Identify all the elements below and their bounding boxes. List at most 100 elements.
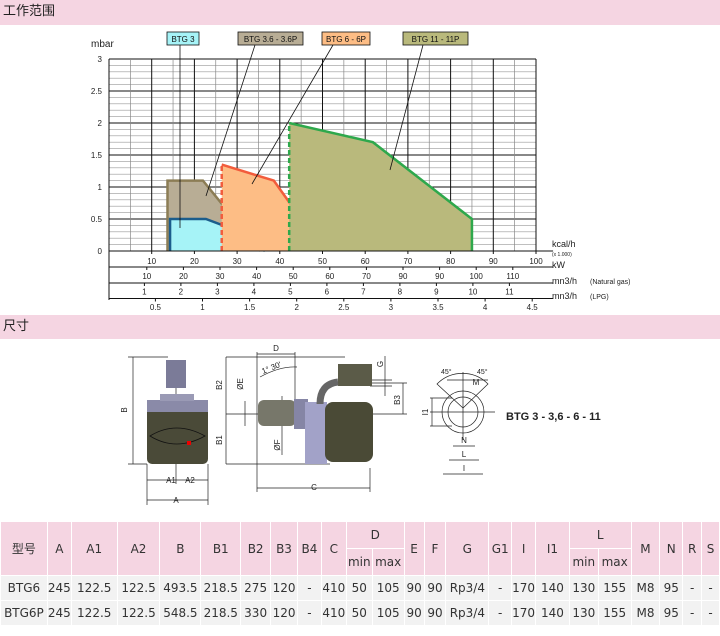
table-cell: 120 [271,576,297,600]
dim-f: ØF [273,439,282,450]
table-cell: 245 [47,576,71,600]
column-header: N [660,522,683,575]
column-header: B3 [271,522,297,575]
column-header: G1 [489,522,512,575]
axis-unit-label: mn3/h [552,276,577,286]
table-cell: 130 [569,601,598,625]
table-cell: 122.5 [117,601,160,625]
dim-l: L [462,450,467,459]
column-header: B2 [241,522,271,575]
table-cell: Rp3/4 [446,576,489,600]
table-cell: M8 [631,601,660,625]
x-tick-label: 3 [389,303,394,312]
x-tick-label: 80 [446,257,455,266]
axis-unit-label: kcal/h [552,239,576,249]
table-row: BTG6P 245 122.5 122.5 548.5 218.5 330 120-410 50… [1,601,719,625]
table-cell: 95 [660,576,683,600]
y-tick-label: 0 [98,247,103,256]
dim-b: B [120,407,129,412]
table-cell: - [489,576,512,600]
table-cell: 140 [536,601,569,625]
table-cell: 155 [598,576,631,600]
x-tick-label: 1 [142,288,147,297]
series-label-box [237,31,304,46]
table-cell: 122.5 [117,576,160,600]
column-header: B4 [297,522,321,575]
dim-i1: I1 [421,408,430,415]
sub-header-min: min [346,549,372,575]
table-cell: 105 [372,576,404,600]
x-tick-label: 70 [362,272,371,281]
y-tick-label: 1 [98,183,103,192]
table-row: BTG6 245 122.5 122.5 493.5 218.5 275 120-410 50 1… [1,576,719,600]
column-header: C [321,522,346,575]
column-header: G [446,522,489,575]
x-tick-label: 10 [468,288,477,297]
table-cell: - [683,601,701,625]
table-cell: 90 [404,601,424,625]
axis-unit-sublabel: (Natural gas) [590,279,630,286]
dim-angle: 1° 30' [260,360,283,376]
x-tick-label: 90 [435,272,444,281]
table-cell: - [297,576,321,600]
x-tick-label: 100 [470,272,484,281]
table-cell: Rp3/4 [446,601,489,625]
dim-b3: B3 [393,395,402,405]
x-tick-label: 90 [489,257,498,266]
y-tick-label: 2.5 [91,87,103,96]
x-tick-label: 3.5 [432,303,444,312]
area-btg-11-11p [289,123,472,251]
column-header: A2 [117,522,160,575]
table-cell: 245 [47,601,71,625]
x-tick-label: 30 [216,272,225,281]
table-cell: 90 [424,576,446,600]
x-tick-label: 10 [142,272,151,281]
table-cell: 218.5 [201,576,241,600]
table-cell: 122.5 [71,576,117,600]
x-tick-label: 60 [325,272,334,281]
axis-unit-label: kW [552,260,566,270]
series-label-box [166,31,200,46]
table-cell: - [489,601,512,625]
x-tick-label: 1 [200,303,205,312]
table-cell: 170 [512,601,536,625]
sub-header-max: max [598,549,631,575]
table-cell: 105 [372,601,404,625]
dim-c: C [311,483,317,492]
x-tick-label: 60 [361,257,370,266]
dim-e: ØE [236,378,245,390]
axis-unit-sublabel: (LPG) [590,294,609,301]
column-header: B [160,522,201,575]
x-tick-label: 11 [505,288,514,297]
table-cell: - [702,601,719,625]
x-tick-label: 40 [252,272,261,281]
x-tick-label: 6 [325,288,330,297]
y-tick-label: 3 [98,55,103,64]
x-tick-label: 40 [275,257,284,266]
column-header: E [404,522,424,575]
column-header: B1 [201,522,241,575]
x-tick-label: 4.5 [527,303,539,312]
table-cell: M8 [631,576,660,600]
table-cell: - [297,601,321,625]
column-header: I1 [536,522,569,575]
y-axis-label: mbar [91,39,114,50]
table-cell: 170 [512,576,536,600]
table-cell: 410 [321,576,346,600]
column-header: S [702,522,719,575]
x-tick-label: 4 [252,288,257,297]
table-cell: 90 [404,576,424,600]
x-tick-label: 70 [403,257,412,266]
table-cell: 130 [569,576,598,600]
table-cell: 50 [346,601,372,625]
dim-m: M [473,378,480,387]
x-tick-label: 20 [190,257,199,266]
x-tick-label: 9 [434,288,439,297]
leader-line [205,44,256,197]
x-tick-label: 5 [288,288,293,297]
leader-line [389,44,424,171]
table-cell: 122.5 [71,601,117,625]
y-tick-label: 1.5 [91,151,103,160]
dim-a: A [173,496,179,505]
x-tick-label: 50 [318,257,327,266]
